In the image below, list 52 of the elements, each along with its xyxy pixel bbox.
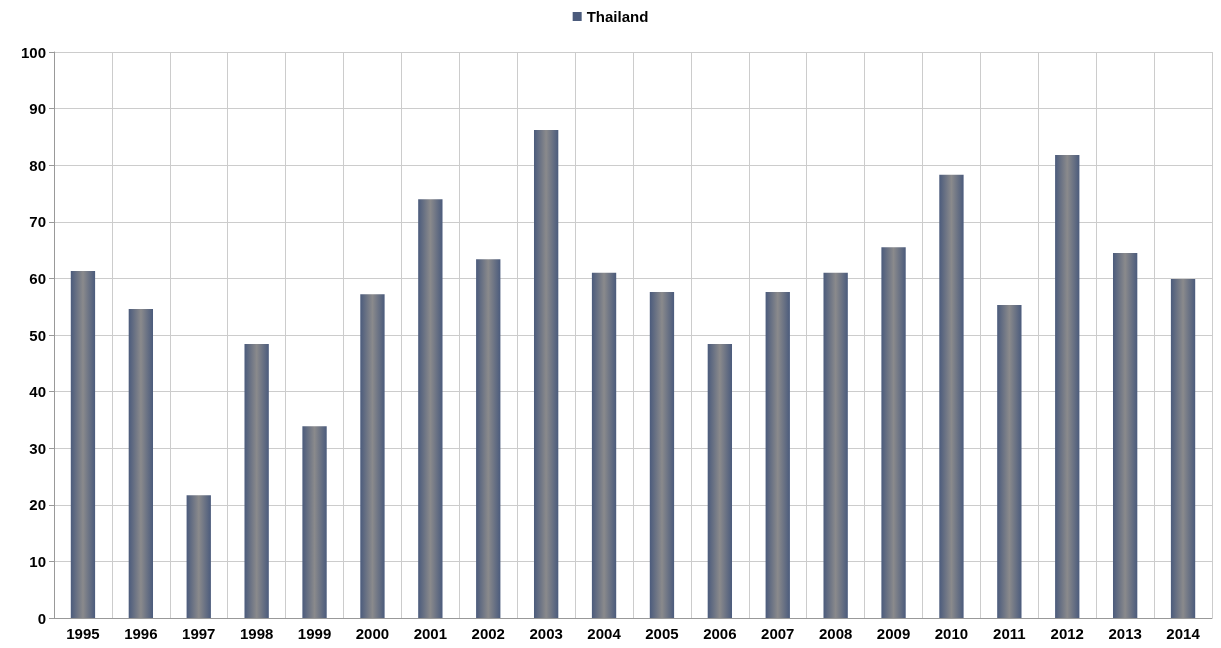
x-tick-label: 2009 (876, 625, 911, 642)
x-tick-label: 2005 (645, 625, 679, 642)
y-tick-label: 30 (29, 439, 46, 457)
bar (1170, 278, 1196, 618)
legend-label: Thailand (586, 8, 649, 25)
x-tick-label: 2013 (1108, 625, 1142, 642)
y-tick-label: 60 (29, 269, 46, 287)
x-tick-label: 1999 (297, 625, 332, 642)
x-tick-label: 2000 (355, 625, 390, 642)
x-tick-label: 2008 (818, 625, 853, 642)
y-tick-label: 40 (29, 383, 46, 401)
bar (418, 199, 443, 618)
x-tick-label: 2011 (993, 625, 1026, 642)
x-tick-label: 2004 (587, 625, 622, 642)
y-tick-label: 80 (29, 156, 46, 174)
x-tick-label: 2010 (934, 625, 969, 642)
x-tick-label: 2006 (703, 625, 737, 642)
bar (1112, 252, 1138, 618)
x-tick-label: 1998 (239, 625, 274, 642)
y-tick-label: 0 (37, 609, 46, 627)
x-tick-label: 2007 (761, 625, 795, 642)
x-tick-label: 2001 (413, 625, 448, 642)
x-tick-label: 1995 (66, 625, 100, 642)
bar (360, 294, 385, 618)
bar (533, 130, 559, 618)
y-tick-label: 90 (29, 100, 46, 118)
x-tick-label: 2012 (1050, 625, 1084, 642)
x-tick-label: 2002 (471, 625, 505, 642)
bar (765, 291, 790, 618)
y-tick-label: 20 (29, 496, 46, 514)
y-tick-label: 50 (29, 326, 46, 344)
x-tick-label: 1996 (124, 625, 158, 642)
bar (881, 247, 906, 618)
y-tick-label: 100 (20, 43, 46, 61)
x-tick-label: 1997 (182, 625, 216, 642)
bar (707, 344, 733, 618)
bar (649, 291, 675, 618)
bar (823, 272, 848, 618)
bar (302, 426, 327, 618)
x-tick-label: 2014 (1166, 625, 1201, 642)
y-tick-label: 10 (29, 552, 46, 570)
bar (476, 259, 501, 618)
bar (186, 495, 211, 618)
bar (244, 344, 269, 618)
bar (1055, 155, 1080, 618)
bar (591, 272, 617, 618)
bar (939, 174, 964, 618)
bar (128, 308, 154, 618)
bar (997, 305, 1022, 618)
y-tick-label: 70 (29, 213, 46, 231)
bar (70, 271, 96, 618)
x-tick-label: 2003 (529, 625, 563, 642)
